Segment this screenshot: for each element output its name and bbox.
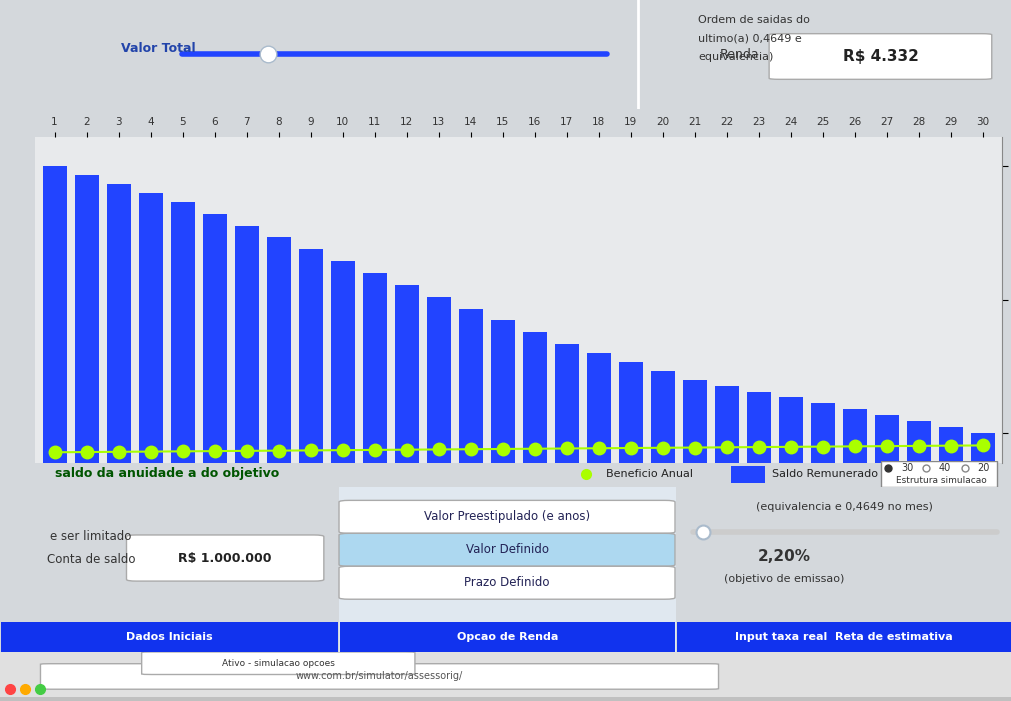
- Text: 30: 30: [901, 463, 913, 473]
- Text: (objetivo de emissao): (objetivo de emissao): [724, 574, 843, 585]
- Bar: [1, 622, 338, 652]
- Text: Ativo - simulacao opcoes: Ativo - simulacao opcoes: [221, 659, 335, 668]
- FancyBboxPatch shape: [339, 501, 674, 533]
- Text: Estrutura simulacao: Estrutura simulacao: [895, 476, 986, 485]
- Bar: [810, 403, 834, 463]
- Text: Input taxa real  Reta de estimativa: Input taxa real Reta de estimativa: [734, 632, 952, 642]
- Text: Ordem de saidas do: Ordem de saidas do: [698, 15, 810, 25]
- Bar: [298, 250, 323, 463]
- Text: equivalencia): equivalencia): [698, 51, 772, 62]
- Bar: [675, 487, 1011, 652]
- Text: Renda: Renda: [719, 48, 758, 61]
- Bar: [339, 487, 675, 652]
- Bar: [746, 392, 770, 463]
- Bar: [874, 415, 898, 463]
- Bar: [676, 622, 1010, 652]
- Bar: [554, 344, 578, 463]
- FancyBboxPatch shape: [339, 566, 674, 599]
- Bar: [522, 332, 546, 463]
- Bar: [490, 320, 515, 463]
- Bar: [362, 273, 386, 463]
- FancyBboxPatch shape: [40, 664, 718, 689]
- FancyBboxPatch shape: [768, 34, 991, 79]
- Bar: [906, 421, 930, 463]
- Text: www.com.br/simulator/assessorig/: www.com.br/simulator/assessorig/: [295, 672, 463, 681]
- FancyBboxPatch shape: [339, 533, 674, 566]
- Bar: [75, 175, 98, 463]
- Bar: [938, 427, 961, 463]
- Text: Conta de saldo: Conta de saldo: [47, 553, 135, 566]
- Bar: [0, 487, 339, 652]
- Bar: [427, 297, 450, 463]
- Text: Dados Iniciais: Dados Iniciais: [126, 632, 212, 642]
- Bar: [340, 622, 674, 652]
- Text: Opcao de Renda: Opcao de Renda: [456, 632, 558, 642]
- Text: Valor Preestipulado (e anos): Valor Preestipulado (e anos): [424, 510, 589, 524]
- Text: ultimo(a) 0,4649 e: ultimo(a) 0,4649 e: [698, 33, 802, 43]
- Text: Saldo Remunerado: Saldo Remunerado: [771, 469, 877, 479]
- Text: Beneficio Anual: Beneficio Anual: [605, 469, 692, 479]
- Bar: [458, 308, 482, 463]
- Bar: [331, 261, 354, 463]
- Bar: [842, 409, 865, 463]
- Bar: [650, 371, 674, 463]
- Text: (equivalencia e 0,4649 no mes): (equivalencia e 0,4649 no mes): [755, 502, 931, 512]
- Bar: [714, 386, 738, 463]
- Text: Prazo Definido: Prazo Definido: [464, 576, 549, 590]
- Bar: [106, 184, 130, 463]
- Bar: [235, 226, 259, 463]
- Bar: [266, 238, 290, 463]
- Text: R$ 1.000.000: R$ 1.000.000: [178, 552, 271, 564]
- Bar: [618, 362, 642, 463]
- Text: Valor Total: Valor Total: [121, 42, 196, 55]
- FancyBboxPatch shape: [881, 461, 996, 486]
- Bar: [42, 166, 67, 463]
- Bar: [970, 433, 994, 463]
- Bar: [0, 697, 1011, 701]
- FancyBboxPatch shape: [126, 535, 324, 581]
- Bar: [394, 285, 419, 463]
- Bar: [171, 202, 194, 463]
- Text: 20: 20: [977, 463, 989, 473]
- Text: 2,20%: 2,20%: [757, 549, 810, 564]
- Text: Valor Definido: Valor Definido: [465, 543, 548, 557]
- FancyBboxPatch shape: [731, 466, 764, 483]
- Bar: [139, 193, 163, 463]
- FancyBboxPatch shape: [142, 652, 415, 674]
- Bar: [682, 380, 706, 463]
- Bar: [777, 397, 802, 463]
- Bar: [586, 353, 610, 463]
- Text: saldo da anuidade a do objetivo: saldo da anuidade a do objetivo: [55, 468, 279, 480]
- Bar: [202, 214, 226, 463]
- Text: e ser limitado: e ser limitado: [51, 530, 131, 543]
- Text: 40: 40: [938, 463, 950, 473]
- Text: R$ 4.332: R$ 4.332: [842, 49, 917, 64]
